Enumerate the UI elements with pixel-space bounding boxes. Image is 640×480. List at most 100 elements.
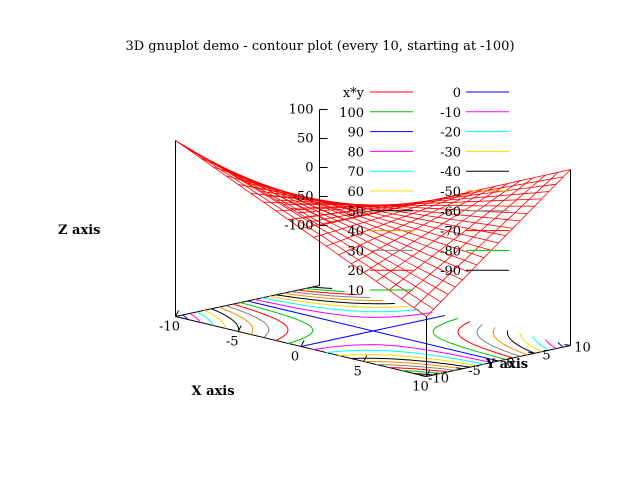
mesh-line-x-18 xyxy=(401,174,546,300)
legend-label-3: 80 xyxy=(347,145,364,160)
contour-line-60-1 xyxy=(204,309,227,329)
y-axis-ticks: 10 5 0 -5 -10 xyxy=(420,341,591,387)
legend-label-14: -30 xyxy=(440,145,461,160)
legend-label-1: 100 xyxy=(339,106,364,121)
mesh-line-x-13 xyxy=(338,188,483,256)
y-tick-4 xyxy=(420,375,427,377)
mesh-line-x-17 xyxy=(388,177,534,291)
contour-line-m60-1 xyxy=(290,291,370,298)
y-tick-1 xyxy=(528,351,535,354)
contour-line-20-0 xyxy=(457,321,514,359)
legend: x*y1009080706050403020100-10-20-30-40-50… xyxy=(339,86,509,299)
x-tick-0 xyxy=(175,310,179,317)
x-tick-label-1: -5 xyxy=(226,335,239,350)
contour-line-40-1 xyxy=(218,306,254,335)
mesh-line-y-12 xyxy=(261,191,513,229)
contour-line-m20-0 xyxy=(326,349,485,365)
legend-label-4: 70 xyxy=(347,165,364,180)
y-tick-label-0: 10 xyxy=(574,341,591,356)
legend-label-12: -10 xyxy=(440,106,461,121)
z-axis-label: Z axis xyxy=(58,223,100,238)
contour-line-50-0 xyxy=(506,330,535,354)
contour-line-50-1 xyxy=(211,308,240,332)
x-axis-label: X axis xyxy=(191,384,234,399)
legend-label-7: 40 xyxy=(347,225,364,240)
contour-lines xyxy=(182,286,564,376)
surface-mesh xyxy=(175,140,571,377)
contour-line-m90-0 xyxy=(413,373,434,376)
base-front-edges xyxy=(175,285,427,377)
contour-line-40-0 xyxy=(492,327,528,356)
contour-line-m50-1 xyxy=(283,292,383,301)
z-tick-label-3: -50 xyxy=(293,190,314,205)
contour-line-m40-1 xyxy=(276,294,395,305)
mesh-line-x-15 xyxy=(363,183,509,273)
legend-label-8: 30 xyxy=(347,244,364,259)
contour-line-m50-0 xyxy=(363,361,463,370)
x-tick-1 xyxy=(237,325,242,332)
y-axis-label: Y axis xyxy=(485,357,528,372)
contour-line-m70-1 xyxy=(297,289,358,295)
legend-label-18: -70 xyxy=(440,225,461,240)
contour-line-m40-0 xyxy=(351,357,470,368)
contour-line-m70-0 xyxy=(388,367,449,373)
legend-label-6: 50 xyxy=(347,205,364,220)
contour-line-m30-0 xyxy=(338,354,477,367)
y-tick-3 xyxy=(456,367,463,370)
legend-label-16: -50 xyxy=(440,185,461,200)
contour-line-10-0 xyxy=(432,318,506,360)
contour-line-0-1 xyxy=(300,315,446,347)
x-tick-label-3: 5 xyxy=(354,365,362,380)
x-tick-label-2: 0 xyxy=(291,350,299,365)
legend-label-11: 0 xyxy=(453,86,461,101)
legend-label-17: -60 xyxy=(440,205,461,220)
mesh-line-x-19 xyxy=(413,172,559,308)
legend-label-2: 90 xyxy=(347,126,364,141)
legend-label-5: 60 xyxy=(347,185,364,200)
contour-line-80-0 xyxy=(545,339,557,350)
contour-line-90-1 xyxy=(182,314,189,320)
contour-line-m10-0 xyxy=(313,344,492,364)
contour-line-m80-0 xyxy=(401,370,441,374)
contour-line-10-1 xyxy=(240,302,314,344)
mesh-line-x-20 xyxy=(426,169,571,317)
y-tick-label-3: -5 xyxy=(468,364,481,379)
legend-label-0: x*y xyxy=(343,86,365,101)
contour-line-m90-1 xyxy=(312,286,333,289)
z-tick-label-2: 0 xyxy=(305,161,313,176)
legend-label-13: -20 xyxy=(440,126,461,141)
contour-line-m80-1 xyxy=(305,288,345,292)
contour-line-70-1 xyxy=(196,311,214,326)
mesh-line-x-16 xyxy=(376,180,521,282)
chart-title: 3D gnuplot demo - contour plot (every 10… xyxy=(125,39,514,54)
z-tick-label-4: -100 xyxy=(284,219,313,234)
contour-line-70-0 xyxy=(532,336,550,351)
contour-line-60-0 xyxy=(519,333,542,353)
x-tick-label-4: 10 xyxy=(412,380,429,395)
contour-line-20-1 xyxy=(232,303,289,341)
legend-label-19: -80 xyxy=(440,244,461,259)
y-tick-0 xyxy=(564,344,571,346)
contour-line-30-1 xyxy=(225,305,270,338)
z-tick-label-1: 50 xyxy=(297,132,314,147)
mesh-line-x-12 xyxy=(325,191,471,247)
y-tick-label-4: -10 xyxy=(428,372,449,387)
z-axis: 100 50 0 -50 -100 xyxy=(284,103,328,286)
y-tick-2 xyxy=(492,359,499,362)
contour-line-m10-1 xyxy=(254,298,433,318)
contour-line-m20-1 xyxy=(261,297,420,313)
legend-label-9: 20 xyxy=(347,264,364,279)
contour-line-80-1 xyxy=(189,312,201,323)
x-tick-2 xyxy=(300,340,305,347)
y-tick-label-2: 0 xyxy=(506,356,514,371)
legend-label-15: -40 xyxy=(440,165,461,180)
legend-label-10: 10 xyxy=(347,284,364,299)
mesh-line-y-10 xyxy=(247,182,499,244)
x-tick-4 xyxy=(426,370,430,377)
z-tick-label-0: 100 xyxy=(289,103,314,118)
x-tick-label-0: -10 xyxy=(159,320,180,335)
x-axis-ticks: -10 -5 0 5 10 xyxy=(159,310,430,395)
contour-line-90-0 xyxy=(557,342,564,348)
contour-line-30-0 xyxy=(476,324,521,357)
